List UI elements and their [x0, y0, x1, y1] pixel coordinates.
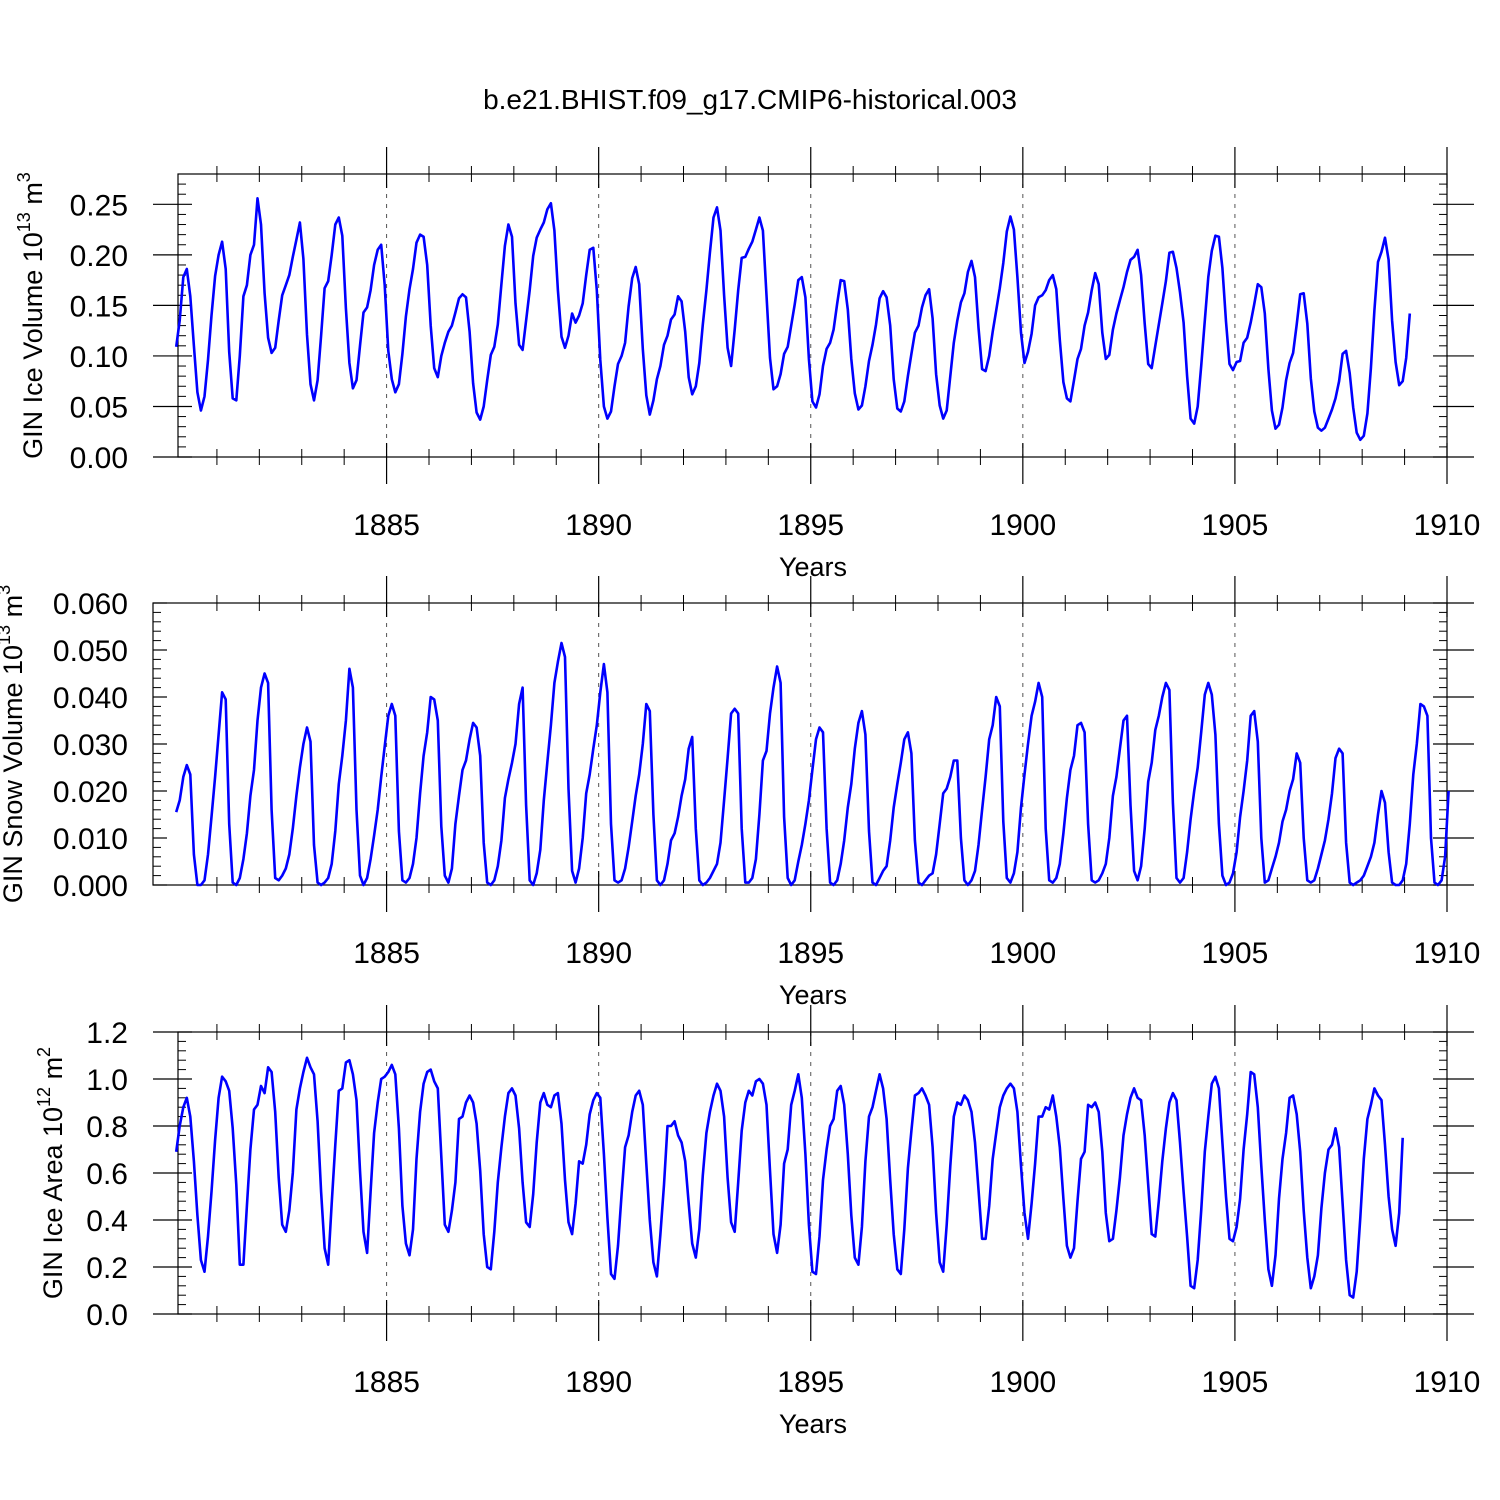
y-tick-label: 0.20: [70, 240, 128, 273]
y-tick-label: 0.15: [70, 290, 128, 323]
y-tick-label: 0.2: [86, 1252, 128, 1285]
series-line: [174, 1056, 1404, 1299]
panel-2: 0.000 0.010 0.020 0.030 0.040 0.050 0.060 1885 1…: [0, 576, 1480, 1010]
x-tick-label: 1910: [1414, 509, 1481, 542]
x-tick-label: 1885: [353, 509, 420, 542]
x-axis-label: Years: [779, 980, 847, 1010]
x-axis-label: Years: [779, 1409, 847, 1439]
y-tick-label: 0.000: [53, 870, 128, 903]
y-axis-label-unit-exponent: 2: [34, 1047, 54, 1057]
plot-frame: [177, 173, 1448, 458]
figure-title: b.e21.BHIST.f09_g17.CMIP6-historical.003: [483, 84, 1017, 115]
y-tick-label: 0.25: [70, 189, 128, 222]
x-tick-label: 1900: [989, 509, 1056, 542]
y-axis-label-unit: m: [18, 182, 48, 212]
y-tick-label: 1.0: [86, 1064, 128, 1097]
y-tick-label: 0.030: [53, 729, 128, 762]
y-tick-label: 0.020: [53, 776, 128, 809]
x-tick-label: 1890: [565, 937, 632, 970]
y-tick-label: 0.00: [70, 442, 128, 475]
series-line: [174, 197, 1412, 442]
y-axis-label-unit: m: [38, 1057, 68, 1087]
y-tick-label: 0.0: [86, 1299, 128, 1332]
y-axis-label-text: GIN Ice Area 10: [38, 1107, 68, 1299]
x-tick-label: 1885: [353, 1366, 420, 1399]
x-axis-label: Years: [779, 552, 847, 582]
y-axis-label-unit-exponent: 3: [14, 172, 34, 182]
x-tick-label: 1895: [777, 937, 844, 970]
x-tick-label: 1890: [565, 509, 632, 542]
y-axis-label-text: GIN Ice Volume 10: [18, 232, 48, 459]
panel-1: 0.00 0.05 0.10 0.15 0.20 0.25 1885 1890 1895 1900…: [14, 147, 1480, 582]
y-tick-label: 0.05: [70, 391, 128, 424]
x-tick-label: 1900: [989, 1366, 1056, 1399]
y-axis-label: GIN Ice Area 1012 m2: [34, 1047, 68, 1299]
y-axis-label: GIN Ice Volume 1013 m3: [14, 172, 48, 459]
y-tick-label: 0.4: [86, 1205, 128, 1238]
y-axis-label: GIN Snow Volume 1013 m3: [0, 585, 28, 903]
y-axis-label-text: GIN Snow Volume 10: [0, 645, 28, 903]
x-tick-label: 1910: [1414, 937, 1481, 970]
y-axis-label-exponent: 12: [34, 1087, 54, 1107]
x-tick-label: 1910: [1414, 1366, 1481, 1399]
x-tick-label: 1885: [353, 937, 420, 970]
x-tick-label: 1900: [989, 937, 1056, 970]
series-line: [174, 641, 1450, 887]
y-tick-label: 0.060: [53, 588, 128, 621]
y-tick-label: 0.040: [53, 682, 128, 715]
y-tick-label: 0.6: [86, 1158, 128, 1191]
x-tick-label: 1890: [565, 1366, 632, 1399]
x-tick-label: 1905: [1202, 509, 1269, 542]
y-tick-label: 1.2: [86, 1017, 128, 1050]
y-tick-label: 0.010: [53, 823, 128, 856]
y-tick-label: 0.050: [53, 635, 128, 668]
panel-3: 0.0 0.2 0.4 0.6 0.8 1.0 1.2 1885 1890 1895 1900 190…: [34, 1005, 1480, 1439]
x-tick-label: 1895: [777, 1366, 844, 1399]
y-axis-label-exponent: 13: [0, 625, 14, 645]
x-tick-label: 1895: [777, 509, 844, 542]
y-tick-label: 0.8: [86, 1111, 128, 1144]
y-axis-label-exponent: 13: [14, 212, 34, 232]
y-tick-label: 0.10: [70, 341, 128, 374]
y-axis-label-unit-exponent: 3: [0, 585, 14, 595]
y-axis-label-unit: m: [0, 595, 28, 625]
x-tick-label: 1905: [1202, 937, 1269, 970]
plot-frame: [152, 602, 1448, 886]
x-tick-label: 1905: [1202, 1366, 1269, 1399]
